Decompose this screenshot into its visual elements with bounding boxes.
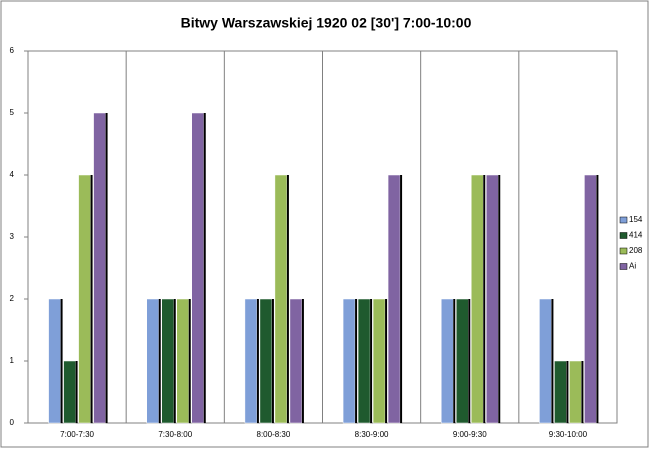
y-tick-label: 6 bbox=[10, 46, 15, 55]
bar-shadow bbox=[301, 299, 304, 423]
bar bbox=[584, 174, 597, 424]
legend-label: Ai bbox=[629, 262, 636, 271]
bar-shadow bbox=[286, 175, 289, 423]
bar bbox=[161, 298, 174, 424]
bar bbox=[387, 174, 401, 424]
x-tick-label: 8:00-8:30 bbox=[257, 430, 291, 439]
x-tick-label: 9:00-9:30 bbox=[453, 430, 487, 439]
chart-title: Bitwy Warszawskiej 1920 02 [30'] 7:00-10… bbox=[181, 15, 472, 31]
bar-shadow bbox=[581, 361, 584, 423]
bar bbox=[244, 298, 258, 424]
bar bbox=[539, 298, 552, 424]
bar bbox=[63, 360, 76, 424]
bar-shadow bbox=[188, 299, 191, 423]
bar bbox=[78, 174, 91, 424]
bar bbox=[274, 174, 288, 424]
legend-label: 208 bbox=[629, 246, 643, 255]
bar-shadow bbox=[370, 299, 373, 423]
legend-label: 154 bbox=[629, 215, 643, 224]
bar bbox=[146, 298, 159, 424]
bar bbox=[456, 298, 469, 424]
y-tick-label: 0 bbox=[10, 418, 15, 427]
bar-shadow bbox=[400, 175, 403, 423]
bar bbox=[342, 298, 356, 424]
y-tick-label: 2 bbox=[10, 294, 15, 303]
bar-shadow bbox=[90, 175, 93, 423]
bar-shadow bbox=[551, 299, 554, 423]
bar-shadow bbox=[271, 299, 274, 423]
legend-label: 414 bbox=[629, 231, 643, 240]
bar bbox=[191, 112, 204, 424]
y-tick-label: 1 bbox=[10, 356, 15, 365]
x-tick-label: 8:30-9:00 bbox=[355, 430, 389, 439]
bar bbox=[176, 298, 189, 424]
x-tick-label: 7:30-8:00 bbox=[158, 430, 192, 439]
bar bbox=[259, 298, 273, 424]
bar bbox=[48, 298, 61, 424]
legend-swatch bbox=[619, 263, 628, 270]
bar-shadow bbox=[173, 299, 176, 423]
bar bbox=[441, 298, 454, 424]
bar-shadow bbox=[483, 175, 486, 423]
legend-swatch bbox=[619, 216, 628, 224]
bar bbox=[554, 360, 567, 424]
x-tick-label: 9:30-10:00 bbox=[549, 430, 588, 439]
bar-shadow bbox=[158, 299, 161, 423]
bar-shadow bbox=[453, 299, 456, 423]
y-tick-label: 4 bbox=[10, 170, 15, 179]
bar-shadow bbox=[498, 175, 501, 423]
bar-shadow bbox=[105, 113, 108, 423]
bar-shadow bbox=[355, 299, 358, 423]
bar-shadow bbox=[256, 299, 259, 423]
legend-swatch bbox=[619, 232, 628, 239]
bar-shadow bbox=[596, 175, 599, 423]
bar-shadow bbox=[203, 113, 206, 423]
bar-shadow bbox=[468, 299, 471, 423]
y-tick-label: 3 bbox=[10, 232, 15, 241]
x-tick-label: 7:00-7:30 bbox=[60, 430, 94, 439]
bar bbox=[93, 112, 106, 424]
bar bbox=[486, 174, 499, 424]
bar-shadow bbox=[75, 361, 78, 423]
bar bbox=[372, 298, 386, 424]
legend-swatch bbox=[619, 247, 628, 255]
bar-shadow bbox=[566, 361, 569, 423]
y-tick-label: 5 bbox=[10, 108, 15, 117]
bar bbox=[471, 174, 484, 424]
bar bbox=[357, 298, 371, 424]
bar bbox=[289, 298, 303, 424]
bar-shadow bbox=[60, 299, 63, 423]
bar bbox=[569, 360, 582, 424]
bar-shadow bbox=[385, 299, 388, 423]
legend: 154 414 208 Ai bbox=[619, 215, 643, 271]
